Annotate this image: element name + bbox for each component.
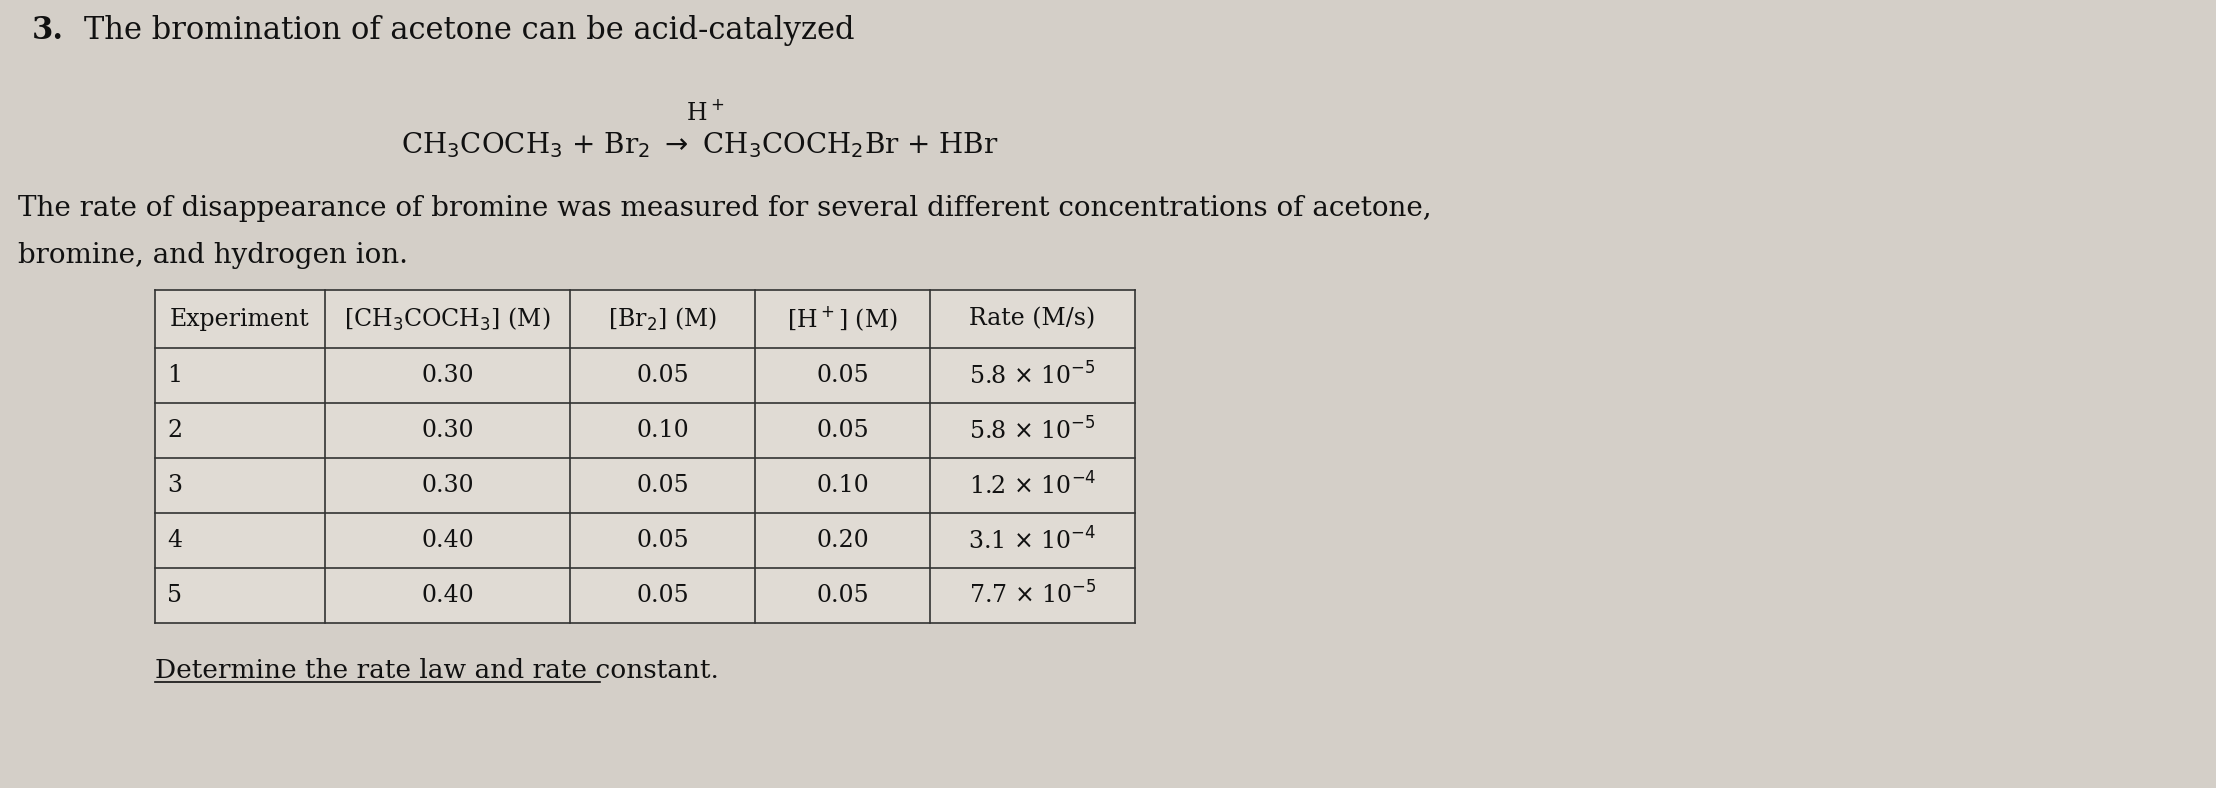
Text: 0.05: 0.05 — [636, 529, 689, 552]
Text: 3.: 3. — [31, 15, 64, 46]
Text: The bromination of acetone can be acid-catalyzed: The bromination of acetone can be acid-c… — [84, 15, 855, 46]
Text: 0.40: 0.40 — [421, 529, 474, 552]
Text: [CH$_3$COCH$_3$] (M): [CH$_3$COCH$_3$] (M) — [343, 306, 552, 333]
Text: 0.05: 0.05 — [636, 474, 689, 497]
Bar — [155, 290, 1135, 623]
Text: 0.05: 0.05 — [815, 364, 869, 387]
Text: The rate of disappearance of bromine was measured for several different concentr: The rate of disappearance of bromine was… — [18, 195, 1432, 222]
Text: 0.05: 0.05 — [636, 584, 689, 607]
Text: 0.30: 0.30 — [421, 474, 474, 497]
Text: 0.10: 0.10 — [636, 419, 689, 442]
Text: 3.1 $\times$ 10$^{-4}$: 3.1 $\times$ 10$^{-4}$ — [968, 527, 1097, 554]
Text: 5.8 $\times$ 10$^{-5}$: 5.8 $\times$ 10$^{-5}$ — [968, 417, 1097, 444]
Text: Experiment: Experiment — [171, 307, 310, 330]
Text: CH$_3$COCH$_3$ + Br$_2$ $\rightarrow$ CH$_3$COCH$_2$Br + HBr: CH$_3$COCH$_3$ + Br$_2$ $\rightarrow$ CH… — [401, 130, 999, 160]
Text: 5: 5 — [166, 584, 182, 607]
Text: Determine the rate law and rate constant.: Determine the rate law and rate constant… — [155, 658, 718, 683]
Text: [H$^+$] (M): [H$^+$] (M) — [787, 305, 897, 333]
Text: 5.8 $\times$ 10$^{-5}$: 5.8 $\times$ 10$^{-5}$ — [968, 362, 1097, 389]
Text: H$^+$: H$^+$ — [687, 100, 725, 125]
Text: 0.20: 0.20 — [815, 529, 869, 552]
Text: [Br$_2$] (M): [Br$_2$] (M) — [607, 306, 718, 333]
Text: 2: 2 — [166, 419, 182, 442]
Text: 0.05: 0.05 — [636, 364, 689, 387]
Text: 7.7 $\times$ 10$^{-5}$: 7.7 $\times$ 10$^{-5}$ — [968, 582, 1097, 609]
Text: 4: 4 — [166, 529, 182, 552]
Text: bromine, and hydrogen ion.: bromine, and hydrogen ion. — [18, 242, 408, 269]
Text: 1.2 $\times$ 10$^{-4}$: 1.2 $\times$ 10$^{-4}$ — [968, 472, 1097, 499]
Text: 0.40: 0.40 — [421, 584, 474, 607]
Text: 0.05: 0.05 — [815, 584, 869, 607]
Text: 0.30: 0.30 — [421, 419, 474, 442]
Text: Rate (M/s): Rate (M/s) — [968, 307, 1095, 330]
Text: 3: 3 — [166, 474, 182, 497]
Text: 0.30: 0.30 — [421, 364, 474, 387]
Text: 0.10: 0.10 — [815, 474, 869, 497]
Text: 1: 1 — [166, 364, 182, 387]
Text: 0.05: 0.05 — [815, 419, 869, 442]
